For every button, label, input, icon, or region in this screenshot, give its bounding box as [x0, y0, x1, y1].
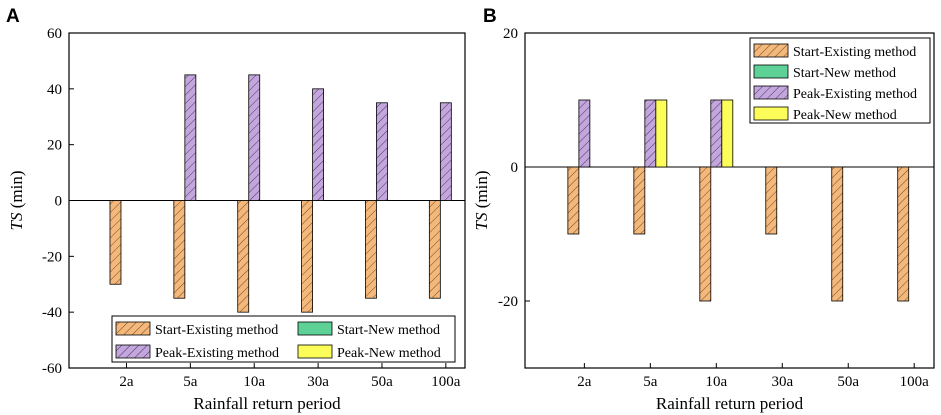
bar-peak-existing-method-5a — [644, 99, 657, 168]
bar-start-existing-method-2a — [567, 166, 580, 235]
bar-start-existing-method-100a — [897, 166, 910, 302]
x-tick-label: 10a — [705, 374, 727, 390]
x-tick-label: 50a — [371, 374, 393, 390]
y-axis-title: TS (min) — [7, 171, 26, 231]
y-axis-title: TS (min) — [472, 171, 491, 231]
bar-peak-existing-method-10a — [248, 74, 261, 201]
panel-b: B -20 0 20 2a 5a 10a 30a 50a 100a Rainfall return … — [472, 6, 935, 413]
y-tick-label: 20 — [47, 138, 62, 154]
y-axis-title-unit: (min) — [7, 171, 26, 213]
legend-label: Start-Existing method — [793, 45, 916, 60]
bar-peak-existing-method-2a — [578, 99, 591, 168]
y-tick-label: -60 — [42, 361, 62, 377]
panel-letter: A — [6, 6, 20, 27]
y-tick-label: -20 — [498, 294, 518, 310]
bar-peak-existing-method-10a — [710, 99, 723, 168]
x-axis-title: Rainfall return period — [193, 394, 341, 413]
bar-peak-existing-method-5a — [184, 74, 197, 201]
legend-swatch — [753, 64, 789, 79]
legend-box — [111, 315, 456, 363]
bar-peak-existing-method-50a — [376, 102, 388, 201]
bar-start-existing-method-10a — [237, 200, 250, 313]
legend: Start-Existing method Start-New method Pea… — [111, 315, 456, 363]
bar-start-existing-method-30a — [301, 200, 313, 313]
y-axis-title-unit: (min) — [472, 171, 491, 213]
y-tick-label: 40 — [47, 82, 62, 98]
x-tick-label: 100a — [900, 374, 930, 390]
bar-start-existing-method-30a — [765, 166, 778, 235]
legend-label: Peak-Existing method — [155, 346, 279, 361]
legend-swatch — [753, 106, 789, 121]
legend: Start-Existing method Start-New method Pea… — [749, 37, 931, 124]
legend-label: Peak-New method — [793, 108, 897, 123]
y-axis-title-symbol: TS — [7, 212, 26, 230]
legend-label: Peak-New method — [337, 346, 441, 361]
panel-a: A -60 -40 -20 0 20 40 60 2a 5a 10a 30a 50a 100a Rainfa… — [6, 6, 466, 413]
bar-start-existing-method-5a — [173, 200, 186, 299]
y-tick-label: -20 — [42, 249, 62, 265]
x-tick-label: 50a — [837, 374, 859, 390]
bar-start-existing-method-5a — [633, 166, 646, 235]
bar-peak-existing-method-100a — [439, 102, 452, 201]
x-tick-label: 5a — [183, 374, 198, 390]
bar-peak-existing-method-30a — [312, 88, 324, 201]
legend-swatch — [753, 43, 789, 58]
bar-start-existing-method-50a — [365, 200, 377, 299]
bar-peak-new-method-5a — [655, 99, 668, 168]
x-tick-label: 2a — [577, 374, 592, 390]
legend-label: Start-New method — [337, 323, 440, 338]
x-tick-label: 2a — [119, 374, 134, 390]
y-tick-label: 60 — [47, 26, 62, 42]
plot-frame — [524, 32, 935, 369]
y-axis-title-symbol: TS — [472, 212, 491, 230]
bar-start-existing-method-2a — [109, 200, 122, 285]
legend-swatch — [115, 321, 151, 336]
legend-swatch — [297, 321, 333, 336]
bar-peak-new-method-10a — [721, 99, 734, 168]
legend-label: Start-New method — [793, 66, 896, 81]
bar-start-existing-method-10a — [699, 166, 712, 302]
legend-swatch — [297, 344, 333, 359]
x-tick-label: 30a — [307, 374, 329, 390]
legend-swatch — [753, 85, 789, 100]
legend-swatch — [115, 344, 151, 359]
x-tick-label: 5a — [643, 374, 658, 390]
y-tick-label: 20 — [503, 26, 518, 42]
legend-label: Peak-Existing method — [793, 87, 917, 102]
bar-start-existing-method-100a — [428, 200, 441, 299]
x-axis-title: Rainfall return period — [656, 394, 804, 413]
y-tick-label: 0 — [511, 160, 519, 176]
legend-label: Start-Existing method — [155, 323, 278, 338]
y-tick-label: 0 — [55, 194, 63, 210]
x-tick-label: 10a — [243, 374, 265, 390]
panel-letter: B — [483, 6, 497, 27]
bar-start-existing-method-50a — [831, 166, 844, 302]
x-tick-label: 30a — [771, 374, 793, 390]
y-tick-label: -40 — [42, 305, 62, 321]
x-tick-label: 100a — [431, 374, 461, 390]
